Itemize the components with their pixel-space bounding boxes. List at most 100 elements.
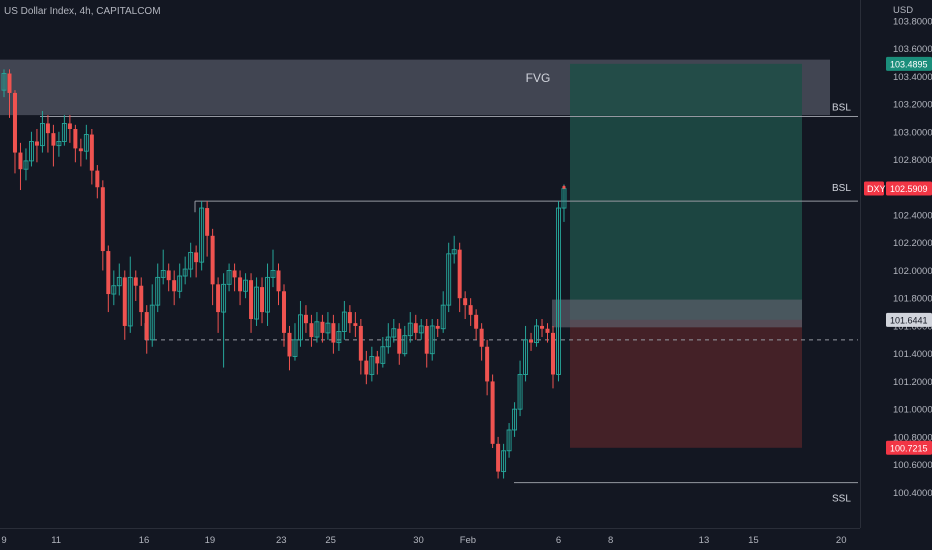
candle-body[interactable] [341, 311, 347, 332]
candle-body[interactable] [149, 304, 155, 341]
candle-body[interactable] [56, 141, 62, 147]
candle-body[interactable] [309, 323, 314, 338]
candle-body[interactable] [177, 275, 183, 292]
candle-body[interactable] [287, 332, 292, 357]
candle-body[interactable] [485, 346, 490, 382]
candle-body[interactable] [270, 270, 276, 278]
candle-body[interactable] [78, 148, 83, 152]
candle-body[interactable] [385, 336, 391, 348]
candle-body[interactable] [194, 252, 199, 263]
candle-body[interactable] [29, 141, 34, 162]
candle-body[interactable] [479, 328, 484, 347]
candle-body[interactable] [205, 208, 210, 236]
candle-body[interactable] [440, 304, 446, 330]
candle-body[interactable] [551, 332, 555, 375]
candle-body[interactable] [18, 152, 23, 170]
candle-body[interactable] [534, 325, 539, 344]
candle-body[interactable] [517, 374, 523, 410]
candle-body[interactable] [320, 321, 325, 333]
candle-body[interactable] [34, 141, 39, 146]
candle-body[interactable] [249, 280, 254, 320]
candle-body[interactable] [347, 312, 352, 324]
candle-body[interactable] [402, 335, 408, 355]
candle-body[interactable] [545, 328, 550, 333]
candle-body[interactable] [529, 339, 534, 343]
candle-body[interactable] [463, 298, 468, 306]
candle-body[interactable] [51, 133, 56, 146]
candle-body[interactable] [407, 322, 413, 337]
candle-body[interactable] [100, 187, 105, 252]
candle-body[interactable] [429, 325, 435, 355]
candle-body[interactable] [353, 323, 358, 326]
candle-body[interactable] [172, 280, 177, 292]
candle-body[interactable] [254, 286, 259, 320]
candle-body[interactable] [391, 328, 397, 338]
candle-body[interactable] [490, 381, 495, 444]
candle-body[interactable] [364, 360, 369, 375]
candle-body[interactable] [435, 325, 440, 329]
candle-body[interactable] [238, 277, 243, 292]
candle-body[interactable] [556, 207, 561, 375]
candle-body[interactable] [12, 92, 17, 153]
candle-body[interactable] [424, 325, 429, 354]
candle-body[interactable] [418, 325, 424, 334]
candle-body[interactable] [369, 356, 375, 375]
candle-body[interactable] [95, 170, 100, 188]
candle-body[interactable] [67, 123, 72, 129]
candle-body[interactable] [1, 73, 7, 91]
candle-body[interactable] [111, 285, 117, 295]
candle-body[interactable] [512, 408, 518, 431]
candle-body[interactable] [182, 268, 188, 277]
candle-body[interactable] [73, 128, 78, 149]
candle-body[interactable] [226, 270, 232, 285]
candle-body[interactable] [265, 276, 270, 313]
candle-body[interactable] [122, 277, 127, 326]
candle-body[interactable] [243, 279, 249, 292]
candle-body[interactable] [540, 325, 545, 329]
candle-body[interactable] [474, 314, 479, 329]
candle-body[interactable] [155, 276, 161, 306]
candle-body[interactable] [358, 325, 363, 361]
candle-body[interactable] [523, 339, 528, 375]
candle-body[interactable] [281, 291, 286, 333]
candle-body[interactable] [413, 323, 418, 333]
candle-body[interactable] [127, 276, 133, 327]
candle-body[interactable] [166, 270, 171, 281]
candle-body[interactable] [116, 276, 122, 287]
candle-body[interactable] [39, 122, 45, 147]
candle-body[interactable] [61, 122, 67, 142]
candle-body[interactable] [89, 134, 94, 171]
candle-body[interactable] [276, 270, 281, 292]
candle-body[interactable] [468, 305, 473, 315]
candle-body[interactable] [325, 322, 331, 334]
candle-body[interactable] [133, 277, 138, 286]
candle-body[interactable] [139, 285, 144, 313]
candle-body[interactable] [188, 251, 194, 270]
candle-body[interactable] [45, 123, 50, 134]
candle-body[interactable] [298, 314, 303, 341]
candle-body[interactable] [23, 160, 29, 170]
candle-body[interactable] [199, 207, 205, 263]
candle-body[interactable] [331, 323, 336, 343]
candle-body[interactable] [106, 251, 111, 295]
candle-body[interactable] [501, 450, 507, 473]
candle-body[interactable] [446, 253, 452, 306]
candle-body[interactable] [457, 249, 462, 299]
candle-body[interactable] [221, 283, 227, 313]
candle-body[interactable] [303, 314, 308, 324]
candle-body[interactable] [506, 429, 512, 452]
candle-body[interactable] [216, 284, 221, 313]
candle-body[interactable] [496, 443, 501, 472]
candle-body[interactable] [260, 287, 265, 313]
candle-body[interactable] [232, 270, 237, 278]
candle-body[interactable] [375, 356, 380, 364]
candle-body[interactable] [292, 339, 298, 357]
candle-body[interactable] [160, 270, 166, 278]
candle-body[interactable] [144, 312, 149, 340]
candle-body[interactable] [397, 328, 402, 354]
candle-body[interactable] [210, 235, 215, 285]
candle-body[interactable] [7, 73, 12, 93]
candle-body[interactable] [83, 134, 89, 152]
candle-body[interactable] [451, 249, 457, 255]
